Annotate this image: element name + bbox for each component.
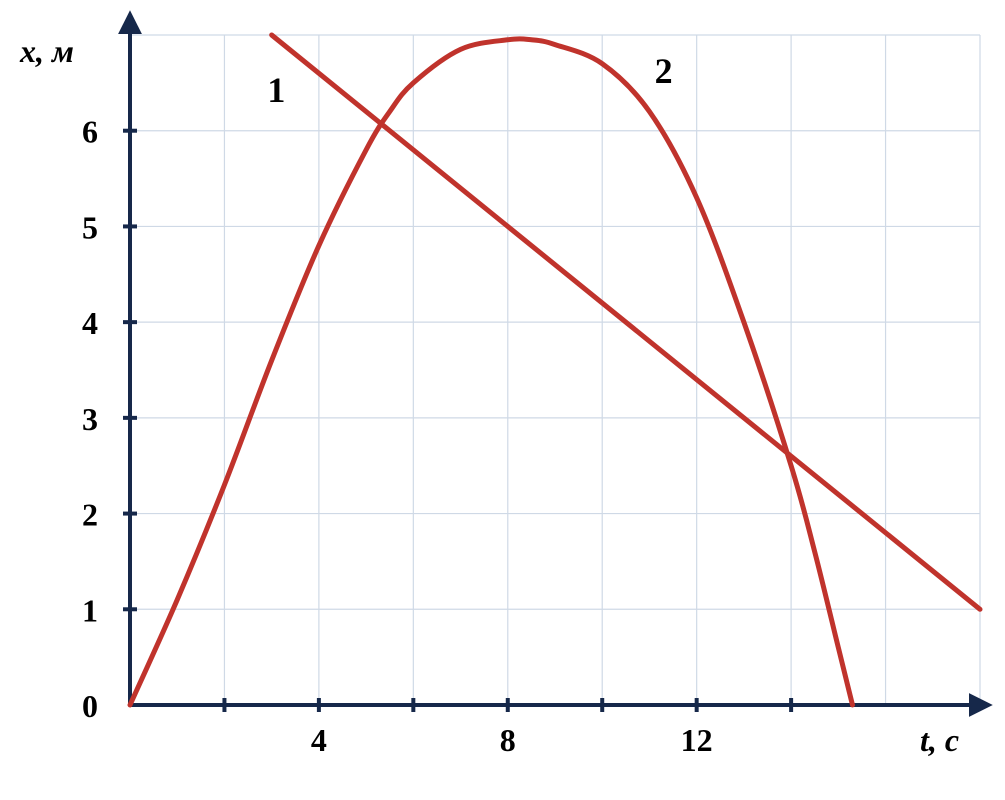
y-tick-label: 4 — [82, 305, 98, 341]
x-tick-label: 12 — [681, 722, 713, 758]
y-tick-label: 0 — [82, 688, 98, 724]
grid — [130, 35, 980, 705]
y-tick-label: 1 — [82, 592, 98, 628]
y-tick-label: 6 — [82, 114, 98, 150]
x-axis-label: t, c — [920, 722, 959, 758]
series-label-2: 2 — [655, 51, 673, 91]
y-axis-label: x, м — [19, 33, 74, 69]
x-tick-label: 8 — [500, 722, 516, 758]
y-tick-label: 2 — [82, 497, 98, 533]
axes — [123, 15, 988, 712]
curve-2 — [130, 39, 853, 705]
tick-labels: 01234564812x, мt, c — [19, 33, 959, 758]
physics-position-time-chart: 01234564812x, мt, c12 — [0, 0, 1005, 800]
x-tick-label: 4 — [311, 722, 327, 758]
y-tick-label: 3 — [82, 401, 98, 437]
series: 12 — [130, 35, 980, 705]
series-label-1: 1 — [267, 70, 285, 110]
y-tick-label: 5 — [82, 209, 98, 245]
